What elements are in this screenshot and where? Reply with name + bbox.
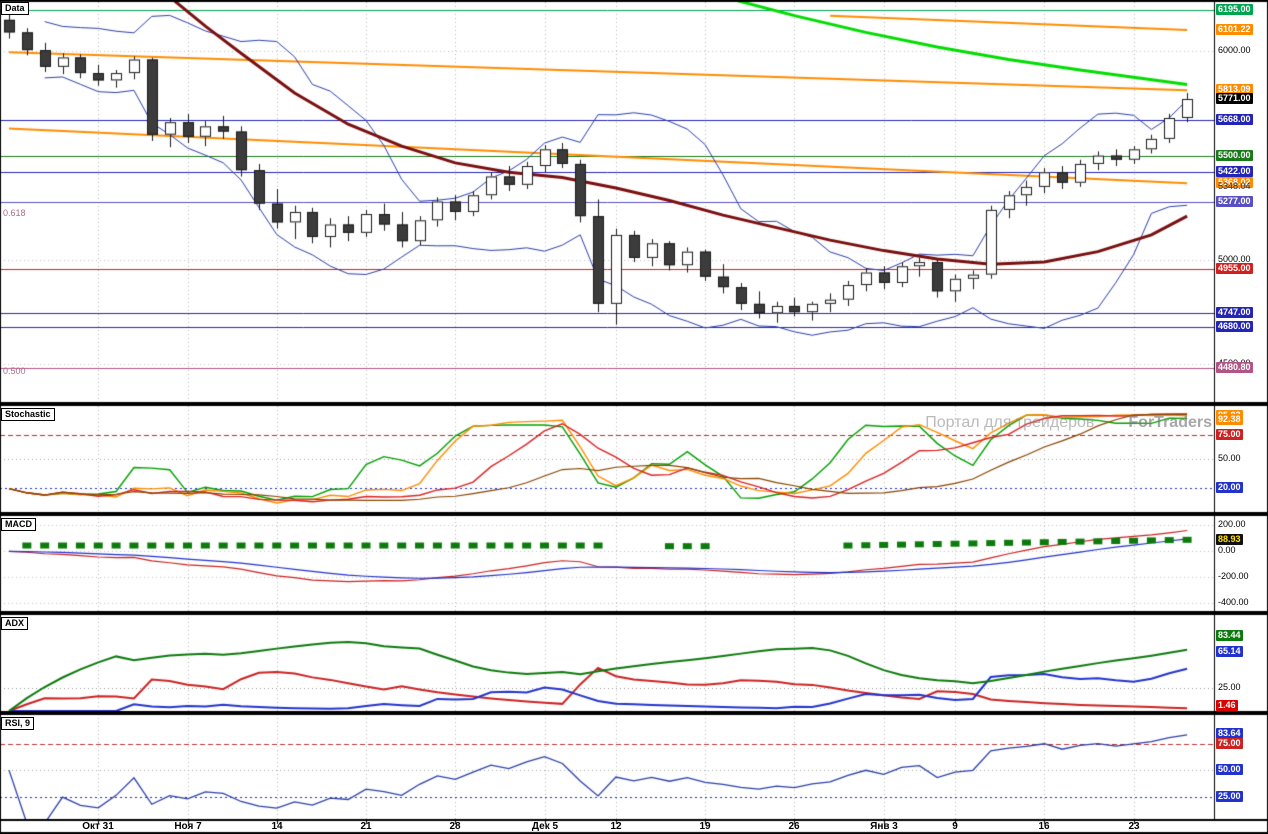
- price-level-label[interactable]: 5368.02: [1216, 177, 1253, 188]
- price-level-label[interactable]: 5422.00: [1216, 166, 1253, 177]
- time-axis-label: 23: [1128, 821, 1140, 832]
- axis-scale-label: 5348.04: [1218, 181, 1251, 191]
- price-level-label[interactable]: 5500.00: [1216, 150, 1253, 161]
- price-level-label[interactable]: 20.00: [1216, 482, 1243, 493]
- watermark-brand: ForTraders: [1128, 414, 1212, 431]
- time-axis-label: Дек 5: [531, 821, 559, 832]
- time-axis-label: 9: [952, 821, 958, 832]
- time-axis-label: 16: [1038, 821, 1050, 832]
- price-level-label[interactable]: 50.00: [1216, 764, 1243, 775]
- price-level-label[interactable]: 6101.22: [1216, 24, 1253, 35]
- time-axis-label: Окт 31: [82, 821, 114, 832]
- price-level-label[interactable]: 5668.00: [1216, 114, 1253, 125]
- price-level-label[interactable]: 5277.00: [1216, 196, 1253, 207]
- price-level-label[interactable]: 4680.00: [1216, 321, 1253, 332]
- time-axis-label: 14: [271, 821, 283, 832]
- axis-scale-label: -200.00: [1218, 571, 1249, 581]
- time-axis-label: 21: [360, 821, 372, 832]
- time-axis-label: 19: [699, 821, 711, 832]
- time-axis[interactable]: Окт 31 Ноя 7 14 21 28 Дек 5 12 19 26 Янв 3 9 16 23: [0, 820, 1268, 834]
- axis-scale-label: 0.00: [1218, 545, 1236, 555]
- axis-scale-label: 25.00: [1218, 682, 1241, 692]
- price-level-label[interactable]: 83.64: [1216, 728, 1243, 739]
- price-level-label[interactable]: 75.00: [1216, 738, 1243, 749]
- watermark-text: Портал для трейдеров: [925, 414, 1095, 431]
- axis-scale-label: 50.00: [1218, 453, 1241, 463]
- axis-scale-label: 5000.00: [1218, 254, 1251, 264]
- panel-title-adx[interactable]: ADX: [1, 617, 29, 630]
- panel-title-macd[interactable]: MACD: [1, 518, 36, 531]
- price-level-label[interactable]: 1.46: [1216, 700, 1238, 711]
- time-axis-label: Янв 3: [870, 821, 898, 832]
- price-level-label[interactable]: 25.00: [1216, 791, 1243, 802]
- price-level-label[interactable]: 4747.00: [1216, 307, 1253, 318]
- axis-scale-label: -400.00: [1218, 597, 1249, 607]
- time-axis-label: 12: [610, 821, 622, 832]
- price-level-label[interactable]: 92.38: [1216, 414, 1243, 425]
- fib-level-label: 0.500: [3, 366, 26, 376]
- axis-scale-label: 6000.00: [1218, 45, 1251, 55]
- price-level-label[interactable]: 88.93: [1216, 534, 1243, 545]
- price-level-label[interactable]: 83.44: [1216, 630, 1243, 641]
- price-level-label[interactable]: 6195.00: [1216, 4, 1253, 15]
- time-axis-label: 28: [449, 821, 461, 832]
- time-axis-label: Ноя 7: [174, 821, 202, 832]
- watermark: Портал для трейдеров ForTraders: [925, 414, 1212, 432]
- price-level-label[interactable]: 65.14: [1216, 646, 1243, 657]
- panel-title-stochastic[interactable]: Stochastic: [1, 408, 55, 421]
- current-price-label[interactable]: 5771.00: [1216, 93, 1253, 104]
- fib-level-label: 0.618: [3, 208, 26, 218]
- price-level-label[interactable]: 4480.80: [1216, 362, 1253, 373]
- panel-title-data[interactable]: Data: [1, 2, 29, 15]
- price-level-label[interactable]: 4955.00: [1216, 263, 1253, 274]
- price-level-label[interactable]: 75.00: [1216, 429, 1243, 440]
- axis-scale-label: 200.00: [1218, 519, 1246, 529]
- panel-title-rsi[interactable]: RSI, 9: [1, 717, 35, 730]
- time-axis-label: 26: [788, 821, 800, 832]
- price-level-label[interactable]: 5813.09: [1216, 84, 1253, 95]
